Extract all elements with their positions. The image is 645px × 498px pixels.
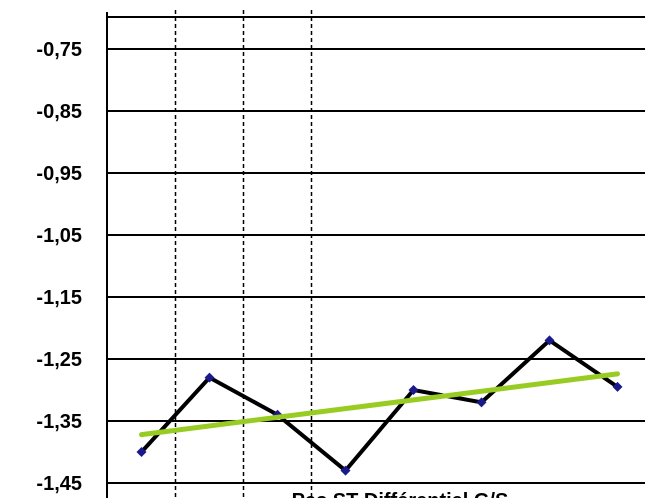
x-axis-label: Pas ST Différentiel G/S — [292, 490, 509, 498]
data-point-3 — [340, 465, 351, 476]
data-point-5 — [476, 397, 487, 408]
y-tick-label-7: -1,45 — [36, 473, 82, 495]
data-point-4 — [408, 385, 419, 395]
trendline — [139, 371, 620, 438]
y-tick-label-2: -0,95 — [36, 163, 82, 185]
y-tick-label-1: -0,85 — [36, 101, 82, 123]
series-line-0 — [140, 337, 619, 474]
y-tick-label-4: -1,15 — [36, 287, 82, 309]
y-tick-label-5: -1,25 — [36, 349, 82, 371]
data-point-6 — [544, 335, 555, 346]
y-tick-label-6: -1,35 — [36, 411, 82, 433]
series-group — [136, 335, 623, 476]
data-point-1 — [204, 372, 215, 383]
data-point-0 — [136, 447, 147, 457]
grid-lines — [107, 48, 645, 484]
y-tick-label-0: -0,75 — [36, 39, 82, 61]
axes — [106, 12, 645, 498]
data-point-7 — [612, 381, 623, 392]
y-tick-label-3: -1,05 — [36, 225, 82, 247]
y-tick-labels: -0,75 -0,85 -0,95 -1,05 -1,15 -1,25 -1,35 -1,45 — [36, 39, 82, 495]
